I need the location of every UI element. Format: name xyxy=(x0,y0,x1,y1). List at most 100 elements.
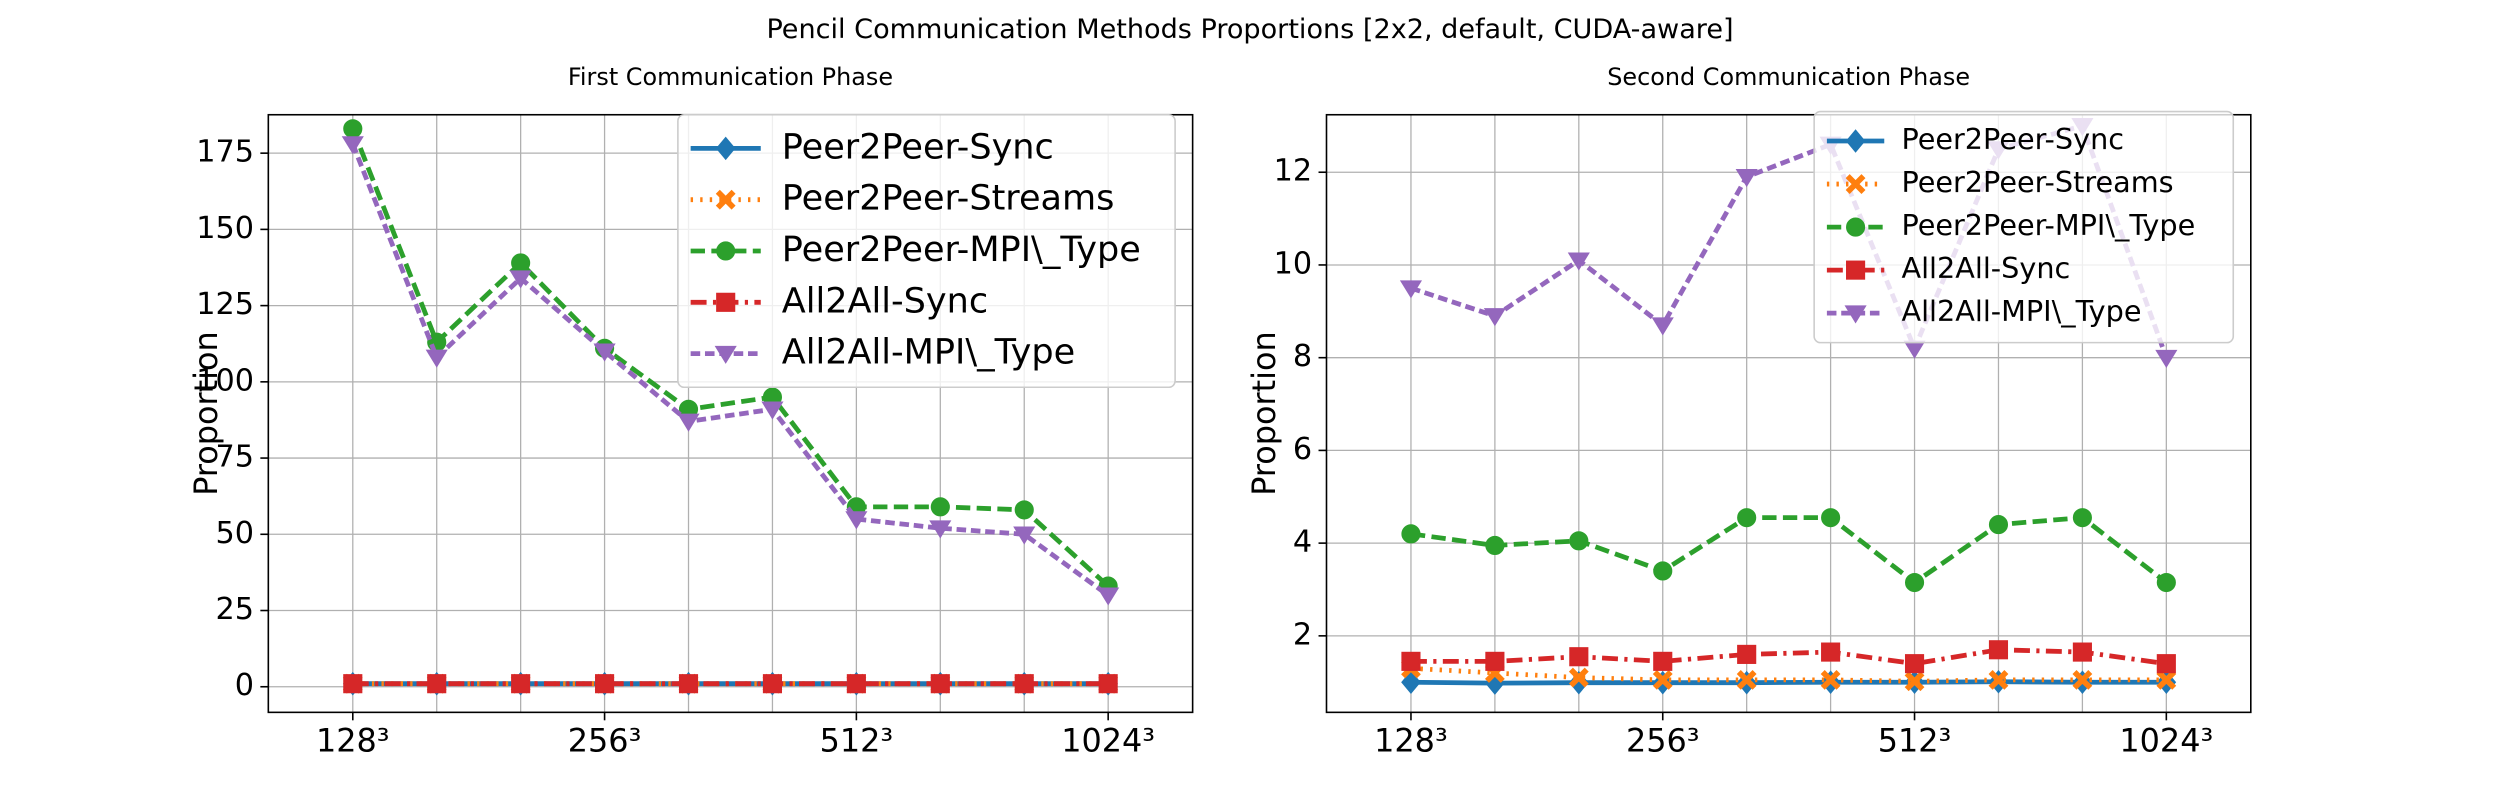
legend-marker xyxy=(716,241,736,261)
y-tick-label: 10 xyxy=(1274,246,1313,281)
legend-box xyxy=(1813,110,2235,344)
legend-label: All2All-MPI\_Type xyxy=(782,332,1075,373)
series-line xyxy=(1410,515,2168,586)
legend-label: Peer2Peer-MPI\_Type xyxy=(782,229,1141,270)
data-point xyxy=(1401,651,1421,671)
series-line xyxy=(1410,665,2167,684)
y-tick-label: 12 xyxy=(1274,154,1313,189)
data-point xyxy=(343,674,363,694)
data-point xyxy=(2155,349,2178,368)
data-point xyxy=(511,674,531,694)
data-point xyxy=(2072,508,2092,528)
data-point xyxy=(1014,674,1034,694)
x-tick-label: 256³ xyxy=(1626,722,1700,760)
legend-marker xyxy=(1845,129,1866,153)
data-point xyxy=(511,253,531,273)
data-point xyxy=(762,674,783,694)
data-point xyxy=(1014,500,1034,520)
legend-label: All2All-Sync xyxy=(1901,251,2070,285)
legend-marker xyxy=(1845,174,1866,194)
legend-label: Peer2Peer-Sync xyxy=(782,126,1054,167)
y-tick-label: 125 xyxy=(196,287,254,322)
data-point xyxy=(1904,572,1925,593)
data-point xyxy=(677,413,700,432)
data-point xyxy=(1904,671,1925,692)
data-point xyxy=(1483,308,1506,327)
data-point xyxy=(761,401,784,420)
y-tick-label: 8 xyxy=(1293,339,1312,374)
data-point xyxy=(1098,674,1118,694)
y-tick-label: 6 xyxy=(1293,432,1312,467)
data-point xyxy=(930,497,950,517)
legend-label: All2All-MPI\_Type xyxy=(1901,294,2141,328)
data-point xyxy=(2156,572,2176,593)
x-tick-label: 512³ xyxy=(1878,722,1952,760)
data-point xyxy=(1653,651,1673,671)
legend-marker xyxy=(715,189,736,210)
y-tick-label: 2 xyxy=(1293,617,1312,652)
legend-label: Peer2Peer-Sync xyxy=(1901,122,2124,156)
legend-marker xyxy=(715,136,736,161)
data-point xyxy=(929,520,952,539)
y-tick-label: 175 xyxy=(196,135,254,170)
data-point xyxy=(509,270,532,289)
legend-label: All2All-Sync xyxy=(782,280,988,321)
legend-label: Peer2Peer-Streams xyxy=(782,178,1115,219)
subplot-title: Second Communication Phase xyxy=(1607,63,1970,91)
data-point xyxy=(1653,561,1673,581)
data-point xyxy=(1988,670,2009,690)
y-tick-label: 4 xyxy=(1293,525,1312,560)
data-point xyxy=(1737,508,1757,528)
y-tick-label: 0 xyxy=(235,668,254,703)
data-point xyxy=(1736,670,1757,690)
legend-marker xyxy=(1846,260,1866,280)
legend-box xyxy=(677,113,1176,389)
x-tick-label: 1024³ xyxy=(2119,722,2213,760)
data-point xyxy=(1568,667,1589,688)
data-point xyxy=(1567,252,1590,271)
data-point xyxy=(1485,651,1505,671)
data-point xyxy=(930,674,950,694)
x-tick-label: 512³ xyxy=(820,722,894,760)
data-point xyxy=(1820,670,1841,690)
data-point xyxy=(2156,670,2177,690)
y-tick-label: 150 xyxy=(196,211,254,246)
legend-label: Peer2Peer-Streams xyxy=(1901,165,2173,199)
series-line xyxy=(1410,679,2167,686)
data-point xyxy=(1821,642,1841,662)
data-point xyxy=(1652,670,1673,690)
data-point xyxy=(593,343,616,362)
data-point xyxy=(1988,640,2009,660)
data-point xyxy=(1399,280,1423,299)
data-point xyxy=(2072,670,2093,690)
subplot-title: First Communication Phase xyxy=(568,63,893,91)
data-point xyxy=(1988,515,2009,535)
data-point xyxy=(1097,587,1120,606)
series-line xyxy=(350,127,1110,588)
y-tick-label: 50 xyxy=(215,516,254,551)
data-point xyxy=(845,511,868,530)
data-point xyxy=(1569,531,1589,551)
data-point xyxy=(341,136,364,155)
x-tick-label: 256³ xyxy=(568,722,642,760)
series-line xyxy=(350,143,1110,598)
x-tick-label: 128³ xyxy=(316,722,390,760)
y-tick-label: 75 xyxy=(215,440,254,475)
data-point xyxy=(1651,317,1674,336)
data-point xyxy=(1485,535,1505,556)
y-tick-label: 100 xyxy=(196,363,254,398)
data-point xyxy=(1569,647,1589,667)
y-tick-label: 25 xyxy=(215,592,254,627)
legend-label: Peer2Peer-MPI\_Type xyxy=(1901,208,2195,242)
legend-marker xyxy=(716,292,736,312)
data-point xyxy=(343,119,363,139)
data-point xyxy=(595,674,615,694)
data-point xyxy=(1904,654,1925,674)
data-point xyxy=(425,349,448,368)
x-tick-label: 128³ xyxy=(1374,722,1448,760)
y-axis-label: Proportion xyxy=(1245,331,1283,495)
data-point xyxy=(678,674,699,694)
data-point xyxy=(427,674,447,694)
